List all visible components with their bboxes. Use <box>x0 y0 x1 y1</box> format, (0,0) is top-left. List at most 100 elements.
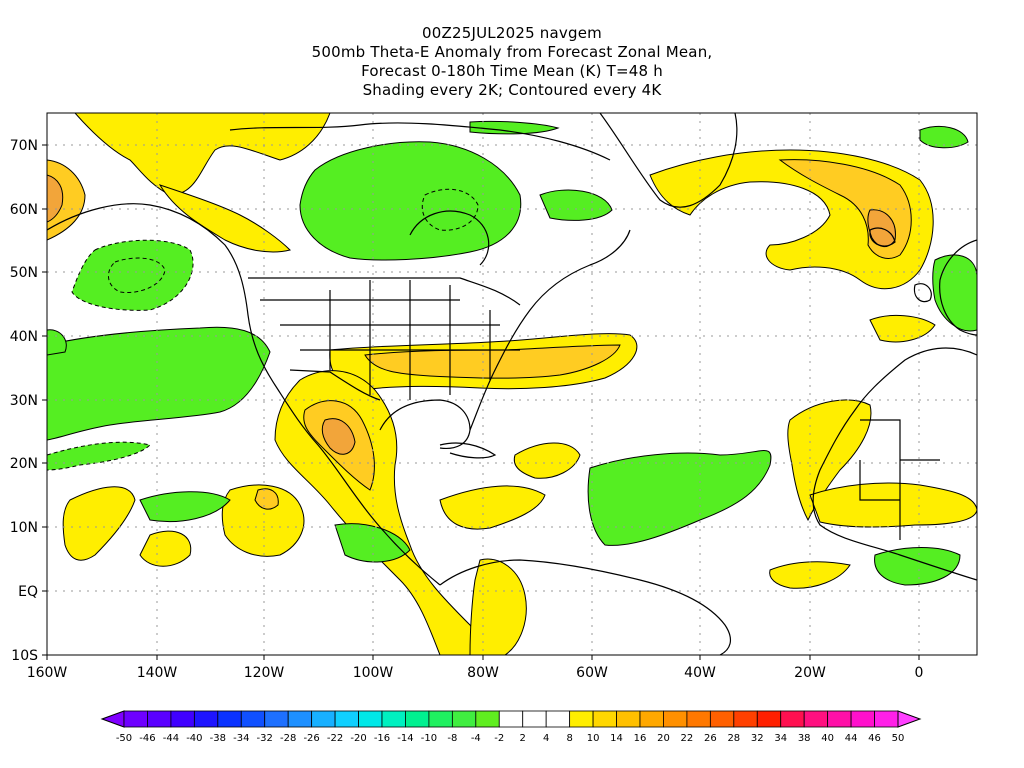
colorbar-label: 44 <box>845 733 858 744</box>
colorbar: -50 -46 -44 -40 -38 -34 -32 -28 -26 -22 -20 -16 -14-… <box>100 710 922 744</box>
colorbar-swatch <box>803 710 829 728</box>
colorbar-label: -50 <box>116 733 132 744</box>
colorbar-label: -10 <box>421 733 437 744</box>
shade-green-tropatl <box>587 450 772 546</box>
colorbar-label: 16 <box>634 733 647 744</box>
shade-yellow-natl-south <box>869 315 936 343</box>
colorbar-swatch <box>592 710 617 728</box>
colorbar-label: -22 <box>327 733 343 744</box>
colorbar-swatch <box>287 710 313 728</box>
colorbar-swatch <box>569 710 594 728</box>
colorbar-swatch <box>475 710 500 728</box>
lat-label-40n: 40N <box>10 329 38 345</box>
shade-green-gulf-guinea <box>874 547 961 586</box>
coast-africa-west <box>812 347 977 581</box>
shade-yellow-tropatl-north <box>513 442 581 479</box>
colorbar-label: 50 <box>892 733 905 744</box>
colorbar-label: 10 <box>587 733 600 744</box>
border-africa-nations <box>859 419 940 540</box>
shade-green-canada-core <box>421 188 479 231</box>
coast-greenland <box>599 113 738 208</box>
colorbar-swatch <box>358 710 383 728</box>
anomaly-shading <box>47 113 977 655</box>
shade-yellow-africa-band <box>809 482 977 528</box>
colorbar-swatch <box>498 710 524 728</box>
colorbar-label: 28 <box>727 733 740 744</box>
colorbar-swatch <box>545 710 571 728</box>
lon-label-100w: 100W <box>353 665 394 681</box>
map-title: 00Z25JUL2025 navgem 500mb Theta-E Anomal… <box>0 24 1024 100</box>
colorbar-swatch <box>663 710 688 728</box>
lat-label-70n: 70N <box>10 138 38 154</box>
colorbar-swatch <box>709 710 735 728</box>
coast-south-america <box>439 559 732 655</box>
lat-label-eq: EQ <box>18 584 38 600</box>
colorbar-swatch <box>193 710 219 728</box>
lat-label-30n: 30N <box>10 393 38 409</box>
colorbar-label: -2 <box>494 733 504 744</box>
coast-europe <box>939 239 977 336</box>
colorbar-swatch <box>405 710 430 728</box>
colorbar-label: -14 <box>397 733 413 744</box>
shade-orange-etpac-c <box>254 488 279 510</box>
lat-label-10s: 10S <box>11 648 38 664</box>
shade-green-natl-patch <box>919 126 969 149</box>
colorbar-swatch <box>756 710 782 728</box>
colorbar-label: 22 <box>681 733 694 744</box>
colorbar-swatch <box>451 710 477 728</box>
shade-green-greenland-lab <box>539 189 613 221</box>
lat-label-60n: 60N <box>10 202 38 218</box>
colorbar-swatch <box>381 710 406 728</box>
colorbar-label: 2 <box>520 733 526 744</box>
border-us-states <box>260 280 520 400</box>
colorbar-label: -20 <box>350 733 366 744</box>
lon-label-140w: 140W <box>137 665 178 681</box>
shade-yellow-etpac <box>62 486 136 561</box>
colorbar-swatch <box>850 710 875 728</box>
colorbar-swatch <box>639 710 664 728</box>
border-us-mexico <box>289 369 381 401</box>
lon-label-120w: 120W <box>244 665 285 681</box>
coastlines <box>47 113 977 655</box>
colorbar-label: -8 <box>447 733 457 744</box>
colorbar-label: -38 <box>210 733 226 744</box>
colorbar-label: -16 <box>374 733 390 744</box>
colorbar-swatch <box>334 710 359 728</box>
colorbar-label: -26 <box>303 733 319 744</box>
shade-yellow-carib-south <box>439 485 546 530</box>
title-line-shading: Shading every 2K; Contoured every 4K <box>362 81 662 99</box>
colorbar-label: -28 <box>280 733 296 744</box>
shade-deep-orange-mexico <box>321 418 356 455</box>
shade-green-npac-core <box>108 257 166 294</box>
colorbar-swatch <box>147 710 172 728</box>
colorbar-label: 32 <box>751 733 764 744</box>
lon-label-60w: 60W <box>576 665 608 681</box>
shade-green-cpac-band <box>47 326 271 441</box>
shade-green-etpac-b <box>334 523 411 563</box>
shade-green-cpac-south <box>47 441 151 471</box>
colorbar-swatch <box>123 710 148 728</box>
colorbar-swatch <box>240 710 266 728</box>
coast-north-america-west <box>47 203 441 586</box>
coast-gulf-mexico <box>379 399 471 450</box>
lon-label-80w: 80W <box>467 665 499 681</box>
colorbar-swatch <box>264 710 289 728</box>
colorbar-label: 38 <box>798 733 811 744</box>
colorbar-swatch <box>217 710 242 728</box>
colorbar-label: 40 <box>821 733 834 744</box>
colorbar-label: 4 <box>543 733 549 744</box>
lat-labels: 70N 60N 50N 40N 30N 20N 10N EQ 10S <box>10 138 38 664</box>
colorbar-label: 34 <box>774 733 787 744</box>
shade-yellow-samerica <box>469 558 527 655</box>
coast-hudson-bay <box>409 210 490 266</box>
coast-us-east <box>469 229 631 431</box>
colorbar-label: 26 <box>704 733 717 744</box>
shade-yellow-etpac-c <box>221 484 305 557</box>
lon-label-0: 0 <box>915 665 924 681</box>
colorbar-swatch <box>827 710 852 728</box>
colorbar-label: -44 <box>163 733 179 744</box>
lat-label-50n: 50N <box>10 265 38 281</box>
lon-label-40w: 40W <box>684 665 716 681</box>
colorbar-label: 46 <box>868 733 881 744</box>
